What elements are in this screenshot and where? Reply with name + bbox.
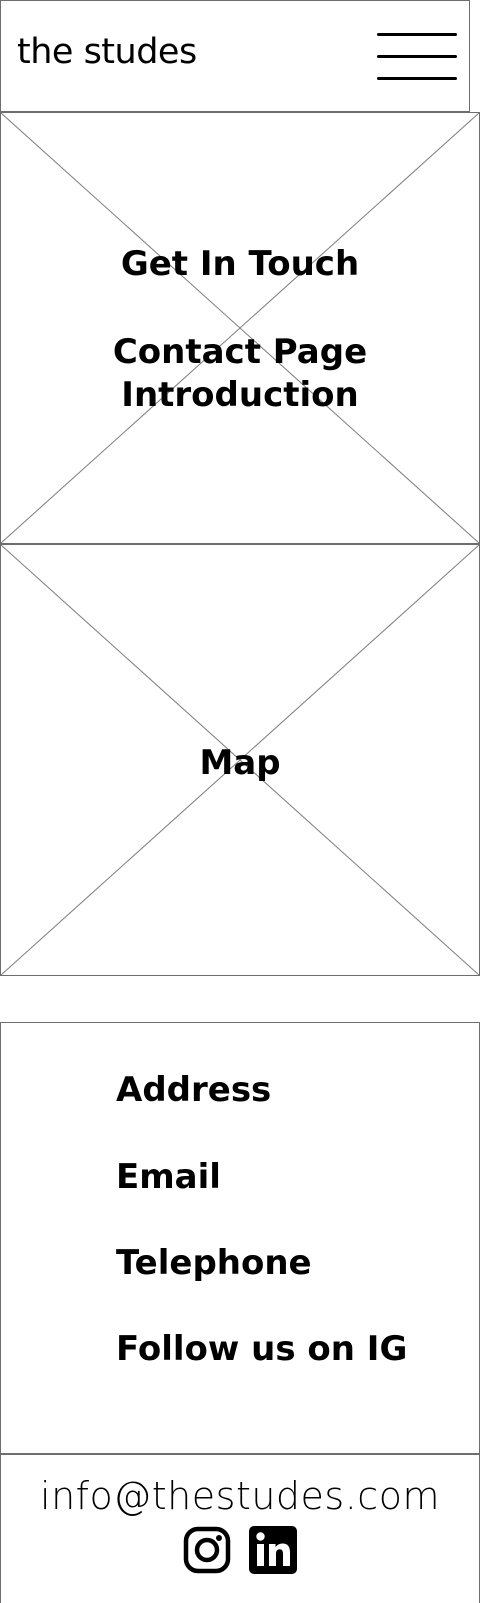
map-placeholder-panel[interactable] xyxy=(0,544,480,976)
contact-address: Address xyxy=(116,1070,272,1110)
hamburger-menu-icon[interactable] xyxy=(377,33,457,81)
map-label: Map xyxy=(199,743,281,783)
placeholder-cross-icon xyxy=(1,113,479,543)
placeholder-cross-icon xyxy=(1,545,479,975)
menu-bar-line xyxy=(377,33,457,36)
contact-follow-ig[interactable]: Follow us on IG xyxy=(116,1329,408,1369)
intro-title: Get In Touch xyxy=(120,244,360,284)
contact-email[interactable]: Email xyxy=(116,1157,221,1197)
header-bar: the studes xyxy=(0,0,470,112)
intro-subtitle-line: Introduction xyxy=(121,375,359,415)
contact-telephone[interactable]: Telephone xyxy=(116,1243,312,1283)
intro-placeholder-panel xyxy=(0,112,480,544)
footer-email-link[interactable]: info@thestudes.com xyxy=(40,1474,440,1518)
brand-logo-text[interactable]: the studes xyxy=(17,32,197,72)
instagram-icon[interactable] xyxy=(183,1526,231,1574)
intro-subtitle: Contact Page Introduction xyxy=(0,331,480,417)
intro-subtitle-line: Contact Page xyxy=(112,332,368,372)
contact-details-panel xyxy=(0,1022,480,1454)
footer xyxy=(0,1454,480,1603)
linkedin-icon[interactable] xyxy=(249,1526,297,1574)
menu-bar-line xyxy=(377,77,457,80)
menu-bar-line xyxy=(377,55,457,58)
